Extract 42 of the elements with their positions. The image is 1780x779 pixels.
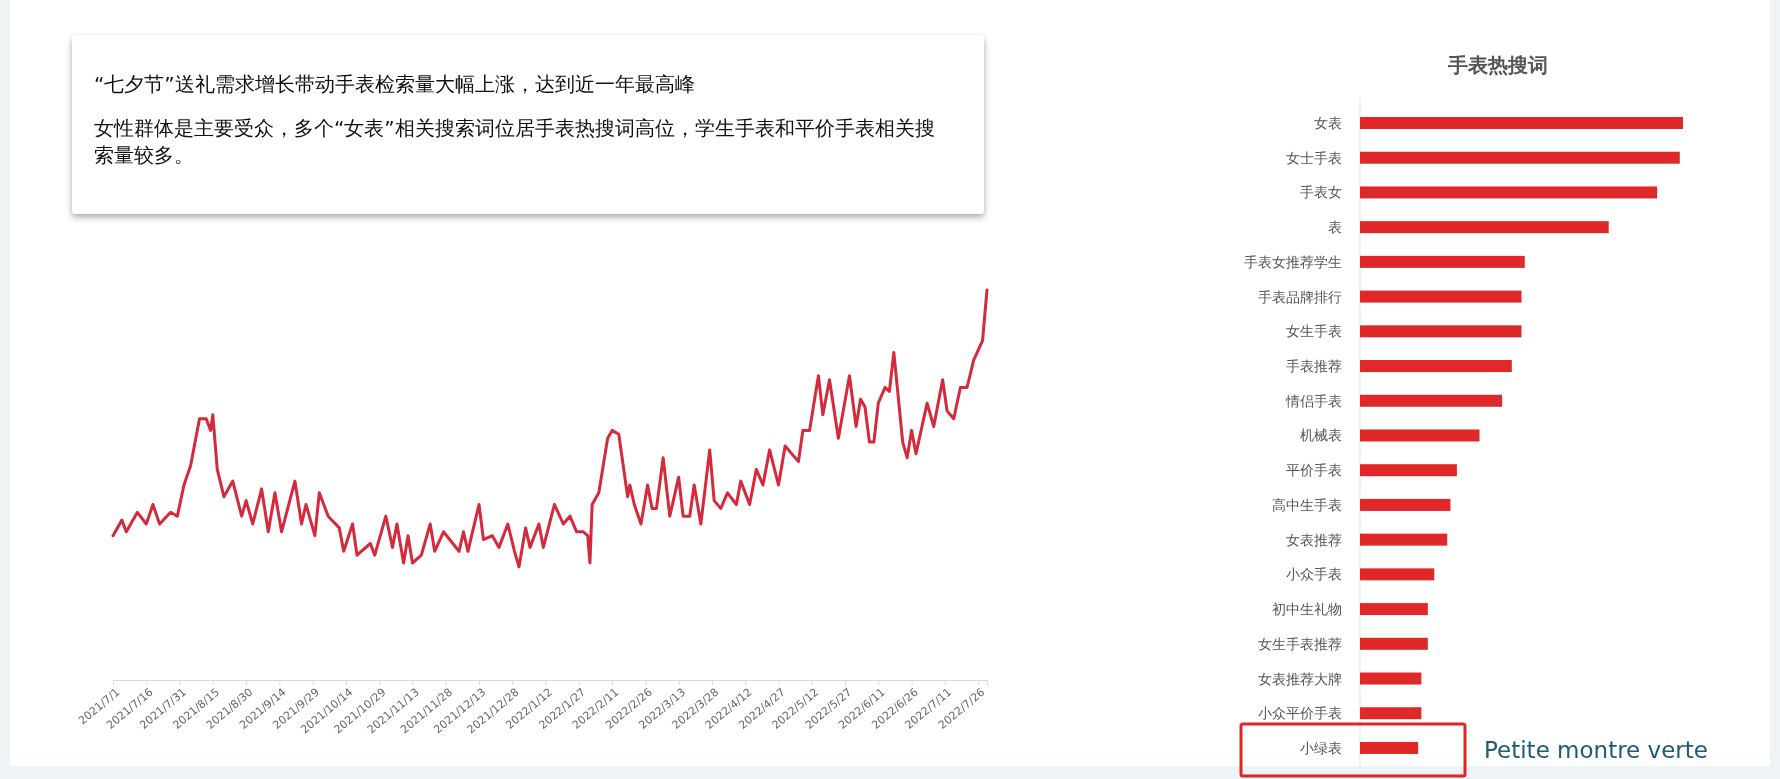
bar: [1360, 186, 1658, 199]
y-tick-label: 平价手表: [1286, 462, 1342, 479]
bar: [1360, 707, 1422, 720]
bar: [1360, 672, 1422, 685]
bar: [1360, 568, 1435, 581]
y-tick-label: 小绿表: [1300, 739, 1342, 756]
bar: [1360, 360, 1512, 373]
bar: [1360, 290, 1522, 303]
y-tick-label: 情侣手表: [1285, 392, 1342, 409]
text: 女性群体是主要受众，多个“女表”相关搜索词位居手表热搜词高位，学生手表和平价手表相关搜索量较多。: [94, 116, 935, 167]
y-tick-label: 女生手表推荐: [1258, 635, 1342, 652]
bar: [1360, 429, 1480, 442]
y-tick-label: 女表推荐大牌: [1258, 670, 1342, 687]
y-tick-label: 手表推荐: [1286, 358, 1342, 375]
bar: [1360, 464, 1457, 477]
chart-title: 手表热搜词: [1447, 53, 1548, 77]
bar: [1360, 533, 1448, 546]
bar: [1360, 325, 1522, 338]
y-tick-label: 手表品牌排行: [1258, 288, 1342, 305]
text: “七夕节”送礼需求增长带动手表检索量大幅上涨，达到近一年最高峰: [94, 72, 695, 96]
y-tick-label: 机械表: [1300, 427, 1342, 444]
bar: [1360, 394, 1503, 407]
bar: [1360, 741, 1419, 754]
y-tick-label: 高中生手表: [1272, 496, 1342, 513]
y-tick-label: 女士手表: [1286, 149, 1342, 166]
annotation: Petite montre verte: [1484, 736, 1708, 763]
y-tick-label: 小众平价手表: [1258, 705, 1342, 722]
bar: [1360, 637, 1428, 650]
y-tick-label: 手表女: [1300, 184, 1342, 201]
y-tick-label: 女表: [1314, 114, 1342, 131]
bar: [1360, 151, 1680, 164]
bar: [1360, 221, 1609, 234]
bar: [1360, 498, 1451, 511]
y-tick-label: 初中生礼物: [1272, 601, 1342, 618]
y-tick-label: 女生手表: [1286, 323, 1342, 340]
bar: [1360, 255, 1525, 268]
bar: [1360, 603, 1428, 616]
bar: [1360, 117, 1683, 129]
y-tick-label: 手表女推荐学生: [1244, 253, 1342, 270]
y-tick-label: 女表推荐: [1286, 531, 1342, 548]
y-tick-label: 表: [1328, 219, 1342, 236]
y-tick-label: 小众手表: [1286, 566, 1342, 583]
